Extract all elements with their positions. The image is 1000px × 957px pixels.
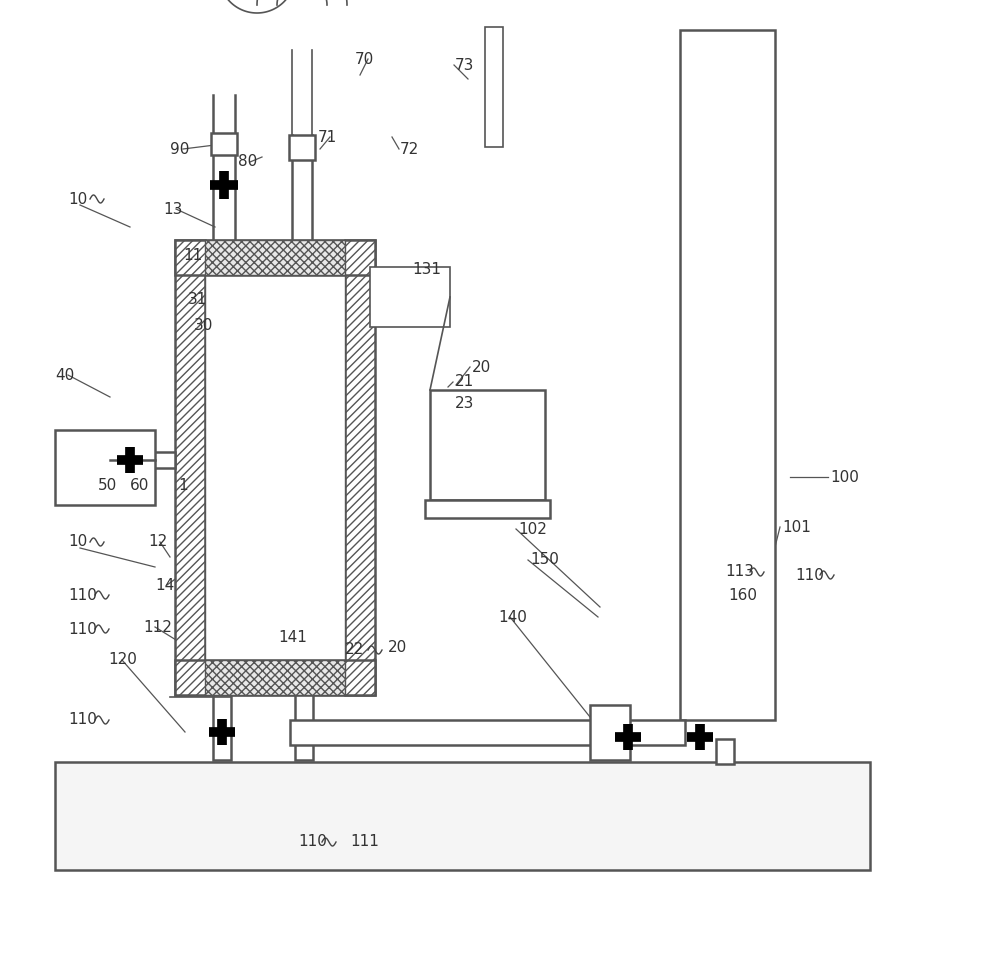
Text: 90: 90 <box>170 142 189 157</box>
Text: 21: 21 <box>455 374 474 389</box>
Text: 22: 22 <box>345 642 364 657</box>
Text: 71: 71 <box>318 129 337 145</box>
Text: 30: 30 <box>194 318 213 332</box>
Text: 131: 131 <box>412 261 441 277</box>
Text: 110: 110 <box>298 835 327 850</box>
Bar <box>205 660 345 695</box>
Text: 14: 14 <box>155 577 174 592</box>
Bar <box>213 695 231 760</box>
Text: 140: 140 <box>498 610 527 625</box>
Text: 23: 23 <box>455 396 474 412</box>
Text: 160: 160 <box>728 588 757 603</box>
Bar <box>590 705 630 760</box>
Bar <box>175 240 205 695</box>
Bar <box>485 27 503 147</box>
Text: 11: 11 <box>183 248 202 262</box>
Bar <box>680 30 775 720</box>
Text: 1: 1 <box>178 478 188 493</box>
Text: 120: 120 <box>108 653 137 667</box>
Bar <box>295 695 313 760</box>
Text: 101: 101 <box>782 520 811 535</box>
Bar <box>55 430 155 505</box>
Text: 110: 110 <box>68 621 97 636</box>
Bar <box>716 739 734 764</box>
Text: 110: 110 <box>795 568 824 583</box>
Text: 102: 102 <box>518 522 547 537</box>
Text: 70: 70 <box>355 52 374 66</box>
Text: 10: 10 <box>68 535 87 549</box>
Bar <box>211 133 237 155</box>
Bar <box>55 762 870 870</box>
Text: 40: 40 <box>55 367 74 383</box>
Text: 10: 10 <box>68 191 87 207</box>
Text: 110: 110 <box>68 713 97 727</box>
Text: 73: 73 <box>455 57 474 73</box>
Text: 20: 20 <box>388 639 407 655</box>
Text: 141: 141 <box>278 630 307 644</box>
Bar <box>205 240 345 275</box>
Text: 60: 60 <box>130 478 149 493</box>
Text: 72: 72 <box>400 142 419 157</box>
Text: 13: 13 <box>163 202 182 216</box>
Bar <box>345 240 375 695</box>
Bar <box>175 660 375 695</box>
Bar <box>290 720 685 745</box>
Bar <box>175 240 375 275</box>
Bar <box>289 135 315 160</box>
Text: 80: 80 <box>238 154 257 169</box>
Bar <box>205 240 345 695</box>
Text: 150: 150 <box>530 552 559 568</box>
Text: 100: 100 <box>830 470 859 484</box>
Bar <box>370 267 450 327</box>
Text: 20: 20 <box>472 360 491 374</box>
Text: 113: 113 <box>725 565 754 580</box>
Bar <box>430 390 545 500</box>
Text: 112: 112 <box>143 619 172 634</box>
Text: 31: 31 <box>188 293 207 307</box>
Text: 50: 50 <box>98 478 117 493</box>
Bar <box>425 500 550 518</box>
Text: 12: 12 <box>148 535 167 549</box>
Bar <box>110 452 175 468</box>
Text: 111: 111 <box>350 835 379 850</box>
Text: 110: 110 <box>68 588 97 603</box>
